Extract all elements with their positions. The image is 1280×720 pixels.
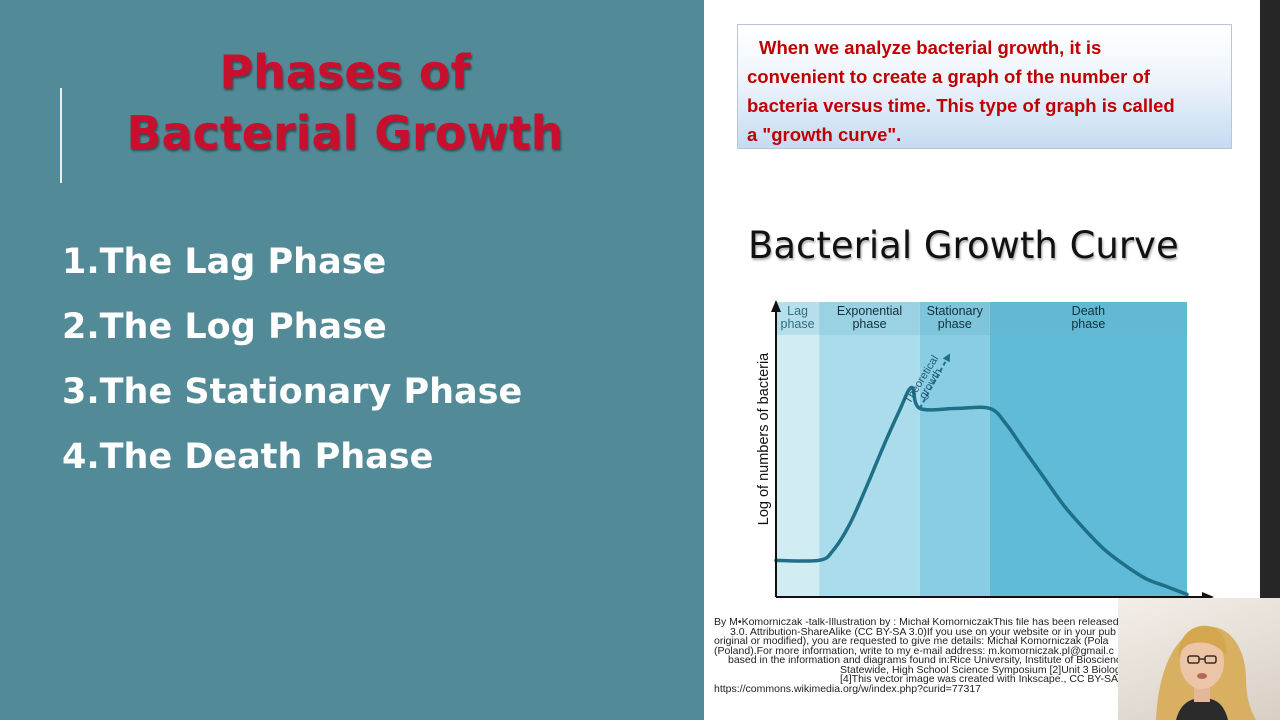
theoretical-growth-arrowhead xyxy=(942,353,951,363)
slide-title: Phases of Bacterial Growth xyxy=(100,42,590,164)
phase-headers xyxy=(776,302,1187,335)
presenter-webcam xyxy=(1118,598,1280,720)
phase-label: phase xyxy=(852,317,886,331)
phase-list-item: 2.The Log Phase xyxy=(62,307,387,347)
info-callout-box: When we analyze bacterial growth, it is … xyxy=(737,24,1232,149)
phase-header xyxy=(919,302,990,335)
credit-line: original or modified), you are requested… xyxy=(714,635,1109,647)
phase-label: phase xyxy=(938,317,972,331)
phase-band xyxy=(989,335,1187,597)
phase-label: Stationary xyxy=(927,304,984,318)
y-axis-arrowhead xyxy=(771,300,781,312)
phase-band xyxy=(919,335,990,597)
phase-band xyxy=(776,335,820,597)
phase-label: Lag xyxy=(787,304,808,318)
phase-label: Exponential xyxy=(837,304,902,318)
window-edge xyxy=(1260,0,1280,720)
phase-label: Death xyxy=(1072,304,1105,318)
phase-bands xyxy=(776,335,1187,597)
slide-left-panel: Phases of Bacterial Growth 1.The Lag Pha… xyxy=(0,0,704,720)
theoretical-growth-line xyxy=(918,355,950,409)
phase-list-item: 1.The Lag Phase xyxy=(62,242,387,282)
chart-title: Bacterial Growth Curve xyxy=(748,224,1179,267)
phase-label: phase xyxy=(781,317,815,331)
slide-title-line: Bacterial Growth xyxy=(126,106,564,160)
slide-title-line: Phases of xyxy=(219,45,471,99)
info-line: When we analyze bacterial growth, it is xyxy=(759,37,1102,58)
credit-line: [4]This vector image was created with In… xyxy=(840,673,1118,685)
phase-band xyxy=(819,335,920,597)
phase-label: phase xyxy=(1071,317,1105,331)
credit-line: By M•Komorniczak -talk-Illustration by :… xyxy=(714,618,1118,628)
info-line: a "growth curve". xyxy=(747,124,902,145)
credit-line: Statewide, High School Science Symposium… xyxy=(840,663,1118,676)
credit-line: https://commons.wikimedia.org/w/index.ph… xyxy=(714,682,982,695)
presenter-avatar xyxy=(1156,625,1256,720)
accent-line xyxy=(60,88,62,183)
phase-header xyxy=(989,302,1187,335)
phase-header xyxy=(819,302,920,335)
phase-list: 1.The Lag Phase 2.The Log Phase 3.The St… xyxy=(62,230,522,490)
info-line: bacteria versus time. This type of graph… xyxy=(747,95,1175,116)
credit-line: 3.0. Attribution-ShareAlike (CC BY-SA 3.… xyxy=(730,625,1116,638)
growth-curve-line xyxy=(774,385,1189,597)
phase-header-labels: LagphaseExponentialphaseStationaryphaseD… xyxy=(781,304,1106,331)
info-line: convenient to create a graph of the numb… xyxy=(747,66,1150,87)
credit-line: (Poland).For more information, write to … xyxy=(714,644,1114,657)
growth-curve-chart: LagphaseExponentialphaseStationaryphaseD… xyxy=(756,300,1214,602)
phase-list-item: 4.The Death Phase xyxy=(62,437,434,477)
phase-list-item: 3.The Stationary Phase xyxy=(62,372,523,412)
phase-header xyxy=(776,302,820,335)
credit-line: based in the information and diagrams fo… xyxy=(728,654,1118,666)
y-axis-label: Log of numbers of bacteria xyxy=(756,352,772,525)
image-credit: By M•Komorniczak -talk-Illustration by :… xyxy=(714,618,1118,698)
